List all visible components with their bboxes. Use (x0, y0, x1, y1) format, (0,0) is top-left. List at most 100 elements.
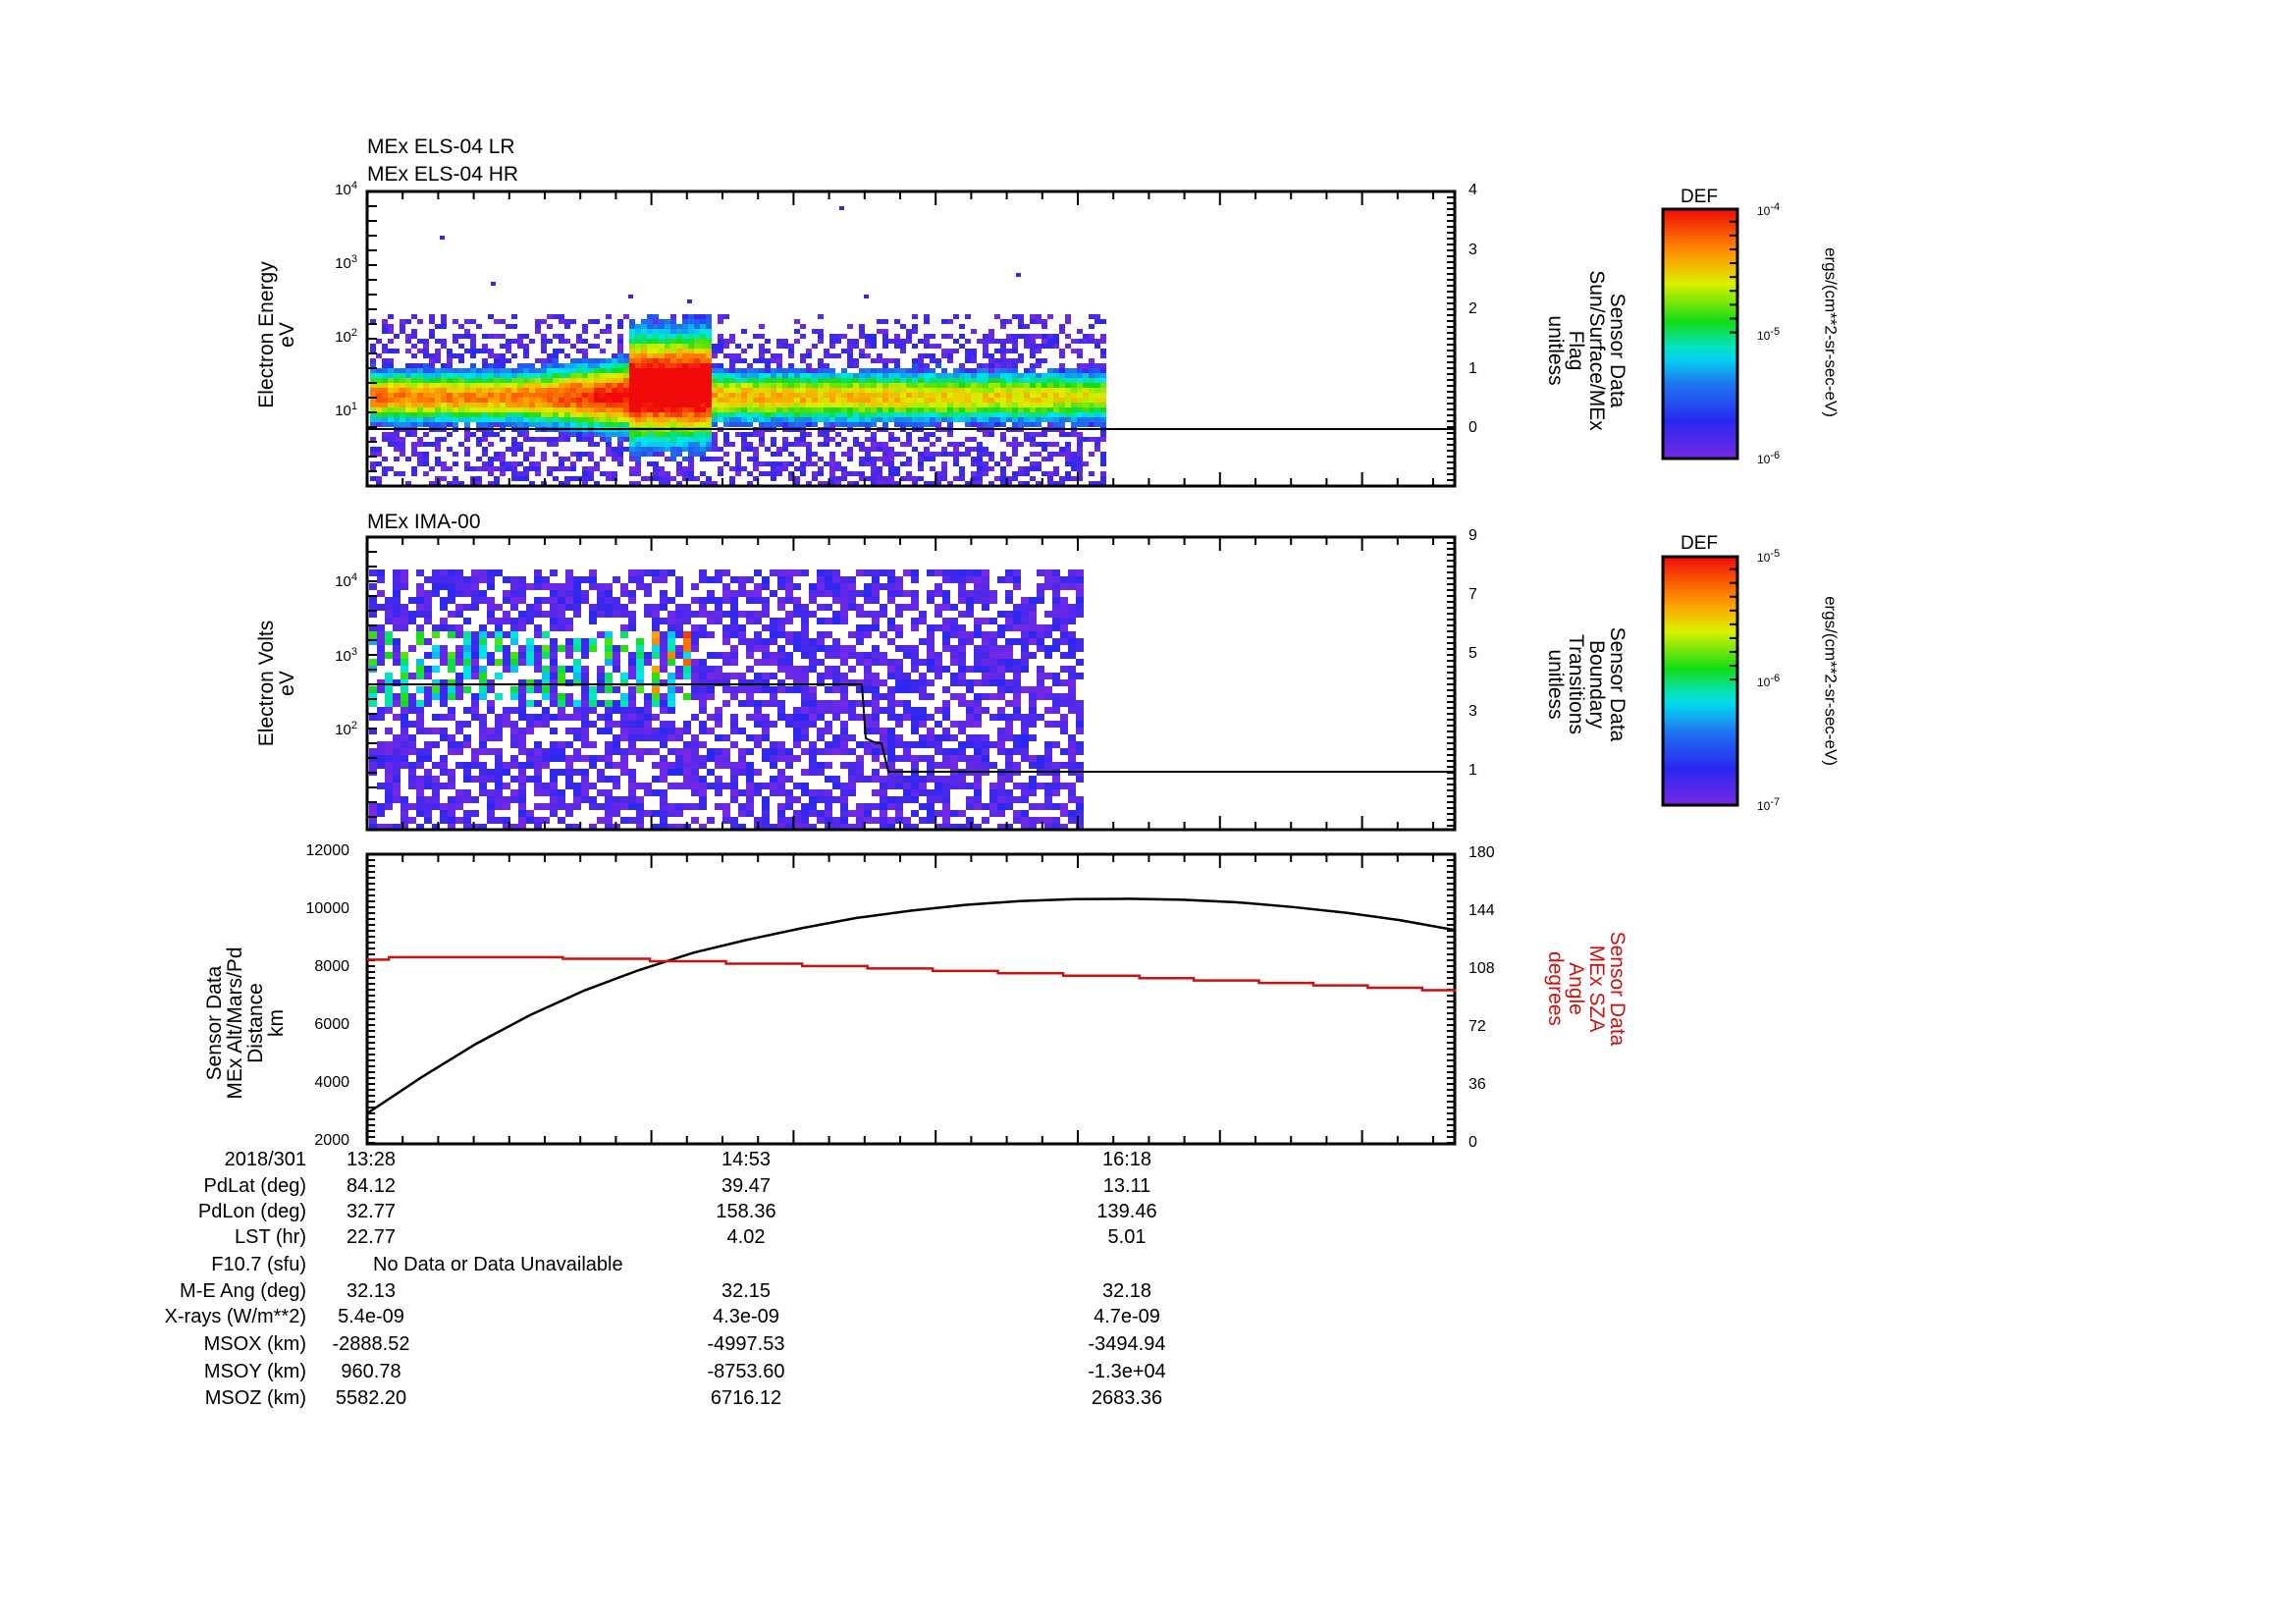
panel2-y-tick-label: 104 (335, 571, 357, 590)
panel1-y-tick-label: 101 (335, 401, 357, 419)
panel1-right-axis-label: Sensor Data Sun/Surface/MEx Flag unitles… (1544, 233, 1629, 468)
panel3-y-tick-label: 12000 (305, 842, 350, 859)
colorbar2-title: DEF (1681, 533, 1718, 554)
ephemeris-value: 13.11 (1102, 1175, 1151, 1197)
colorbar1-tick-bottom: 10-6 (1757, 450, 1781, 466)
ylabel-line: eV (276, 671, 298, 696)
ephemeris-row-label: F10.7 (sfu) (211, 1254, 306, 1275)
ephemeris-value: 158.36 (716, 1201, 776, 1222)
rlabel-line: Flag (1565, 330, 1587, 371)
ephemeris-value: 139.46 (1096, 1201, 1157, 1222)
ephemeris-value: -1.3e+04 (1088, 1361, 1166, 1382)
panel3-y-tick-label: 8000 (314, 958, 349, 975)
f107-unavailable-note: No Data or Data Unavailable (373, 1254, 623, 1275)
ephemeris-value: 22.77 (346, 1226, 397, 1248)
panel3-right-tick-label: 180 (1468, 844, 1495, 861)
colorbar2-tick-mid: 10-6 (1757, 673, 1781, 689)
rlabel-line: degrees (1544, 951, 1567, 1026)
rlabel-line: unitless (1544, 315, 1567, 386)
ephemeris-value: 32.15 (721, 1280, 772, 1302)
panel3-right-tick-label: 144 (1468, 902, 1495, 919)
ephemeris-value: 32.13 (346, 1280, 397, 1302)
ephemeris-value: 4.7e-09 (1094, 1306, 1160, 1327)
colorbar1-title: DEF (1681, 187, 1718, 207)
ephemeris-row-label: PdLon (deg) (197, 1201, 306, 1222)
panel1-right-tick-label: 2 (1468, 300, 1477, 317)
rlabel-line: Transitions (1565, 634, 1587, 734)
rlabel-line: Angle (1565, 962, 1587, 1015)
panel3-right-axis-label: Sensor Data MEx SZA Angle degrees (1544, 871, 1629, 1107)
ephemeris-value: 960.78 (341, 1361, 401, 1382)
panel3-right-tick-label: 0 (1468, 1134, 1477, 1151)
panel3-y-tick-label: 4000 (314, 1074, 349, 1091)
panel1-title-lr: MEx ELS-04 LR (367, 135, 515, 158)
ephemeris-row-label: MSOZ (km) (204, 1387, 306, 1409)
panel1-right-tick-label: 1 (1468, 360, 1477, 377)
ephemeris-value: -4997.53 (707, 1333, 785, 1355)
rlabel-line: Sensor Data (1606, 293, 1629, 408)
panel2-right-axis-label: Sensor Data Boundary Transitions unitles… (1544, 567, 1629, 802)
ephemeris-value: -8753.60 (707, 1361, 785, 1382)
colorbar1-tick-top: 10-4 (1757, 201, 1781, 218)
rlabel-line: Boundary (1585, 640, 1608, 729)
ephemeris-value: 39.47 (721, 1175, 772, 1197)
panel1-y-tick-label: 103 (335, 253, 357, 272)
ephemeris-value: -3494.94 (1088, 1333, 1166, 1355)
ephemeris-value: 4.3e-09 (713, 1306, 779, 1327)
panel1-right-tick-label: 4 (1468, 182, 1477, 198)
ephemeris-row-label: M-E Ang (deg) (180, 1280, 306, 1302)
time-tick-label: 14:53 (721, 1149, 772, 1170)
ephemeris-row-label: LST (hr) (235, 1226, 306, 1248)
rlabel-line: Sun/Surface/MEx (1585, 270, 1608, 431)
ephemeris-value: 5.01 (1107, 1226, 1147, 1248)
ephemeris-value: 32.18 (1101, 1280, 1152, 1302)
colorbar1-units: ergs/(cm**2-sr-sec-eV) (1821, 247, 1841, 417)
colorbar2-units: ergs/(cm**2-sr-sec-eV) (1821, 596, 1841, 766)
ephemeris-row-label: X-rays (W/m**2) (164, 1306, 306, 1327)
panel2-y-axis-label: Electron Volts eV (255, 585, 298, 782)
ylabel-line: Electron Volts (255, 620, 278, 747)
panel3-y-tick-label: 6000 (314, 1016, 349, 1033)
rlabel-line: Sensor Data (1606, 626, 1629, 742)
ephemeris-value: 4.02 (726, 1226, 766, 1248)
colorbar2-tick-bottom: 10-7 (1757, 796, 1781, 813)
panel2-right-tick-label: 9 (1468, 527, 1477, 544)
rlabel-line: unitless (1544, 649, 1567, 720)
ephemeris-value: 84.12 (346, 1175, 397, 1197)
ephemeris-row-label: 2018/301 (224, 1149, 306, 1170)
ephemeris-value: 5582.20 (335, 1387, 407, 1409)
ephemeris-value: 2683.36 (1091, 1387, 1163, 1409)
panel2-right-tick-label: 7 (1468, 586, 1477, 603)
ephemeris-value: 6716.12 (710, 1387, 782, 1409)
rlabel-line: Sensor Data (1606, 931, 1629, 1047)
panel1-right-tick-label: 3 (1468, 242, 1477, 258)
panel3-right-tick-label: 36 (1468, 1076, 1486, 1093)
panel3-y-tick-label: 2000 (314, 1132, 349, 1149)
panel2-right-tick-label: 5 (1468, 645, 1477, 662)
ephemeris-value: 32.77 (346, 1201, 397, 1222)
colorbar2-tick-top: 10-5 (1757, 548, 1781, 565)
time-tick-label: 13:28 (346, 1149, 397, 1170)
panel2-right-tick-label: 3 (1468, 703, 1477, 720)
rlabel-line: MEx SZA (1585, 945, 1608, 1033)
panel2-y-tick-label: 103 (335, 646, 357, 665)
panel2-right-tick-label: 1 (1468, 762, 1477, 779)
ephemeris-value: -2888.52 (332, 1333, 410, 1355)
panel1-title-hr: MEx ELS-04 HR (367, 163, 519, 186)
ephemeris-row-label: MSOX (km) (203, 1333, 306, 1355)
panel1-y-tick-label: 104 (335, 180, 357, 198)
panel1-right-tick-label: 0 (1468, 419, 1477, 436)
time-tick-label: 16:18 (1101, 1149, 1152, 1170)
panel2-title: MEx IMA-00 (367, 511, 481, 533)
panel1-y-tick-label: 102 (335, 327, 357, 346)
ylabel-line: Sensor Data (203, 965, 226, 1081)
ephemeris-row-label: PdLat (deg) (203, 1175, 306, 1197)
panel3-right-tick-label: 72 (1468, 1018, 1486, 1035)
panel3-y-tick-label: 10000 (305, 900, 350, 917)
panel3-right-tick-label: 108 (1468, 960, 1495, 977)
ephemeris-row-label: MSOY (km) (203, 1361, 306, 1382)
ephemeris-value: 5.4e-09 (338, 1306, 404, 1327)
ylabel-line: MEx Alt/Mars/Pd (224, 947, 246, 1100)
panel2-y-tick-label: 102 (335, 720, 357, 738)
